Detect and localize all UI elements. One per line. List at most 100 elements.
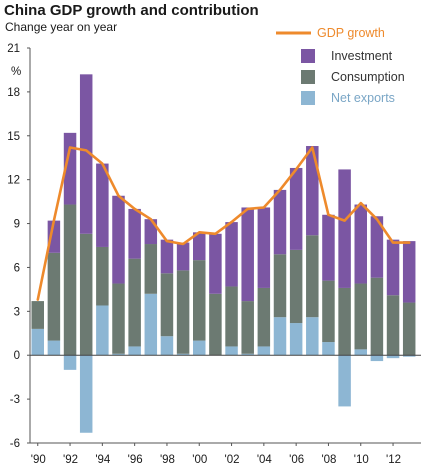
- y-tick-label: 6: [14, 262, 20, 274]
- bar-investment-2010: [354, 204, 367, 284]
- bar-consumption-2005: [273, 254, 287, 318]
- bar-investment-2007: [306, 146, 319, 236]
- legend-label-net-exports: Net exports: [331, 91, 395, 105]
- bar-investment-1994: [96, 163, 109, 247]
- bar-net-exports-2009: [338, 355, 351, 407]
- bar-net-exports-1998: [160, 336, 174, 356]
- bar-investment-2012: [386, 239, 400, 296]
- bar-consumption-2001: [209, 293, 222, 356]
- bar-consumption-2002: [225, 286, 238, 347]
- bar-investment-2006: [289, 167, 303, 250]
- bar-net-exports-2010: [354, 349, 367, 356]
- bar-investment-2005: [273, 189, 287, 255]
- x-tick-labels: '90 '92 '94 '96 '98 '00 '02 '04 '06 '08 '10 '12: [31, 454, 401, 466]
- bar-investment-1998: [160, 239, 174, 274]
- y-tick-labels: -6 -3 3 6 9 12 15 18 21 0: [7, 43, 20, 450]
- bar-investment-2004: [257, 207, 271, 288]
- y-tick-label: 18: [7, 87, 20, 99]
- y-tick-label: 21: [7, 43, 20, 55]
- bar-investment-2011: [370, 216, 384, 278]
- x-tick-label: '00: [192, 454, 207, 466]
- bar-consumption-1993: [79, 233, 93, 356]
- y-tick-label: 3: [14, 306, 20, 318]
- bar-consumption-2013: [402, 302, 416, 356]
- bars: [31, 74, 416, 433]
- bar-investment-1993: [79, 74, 93, 234]
- y-tick-label: 15: [7, 131, 20, 143]
- y-axis-label: %: [11, 66, 21, 78]
- legend-swatch-net-exports: [301, 91, 315, 105]
- x-tick-label: '12: [386, 454, 401, 466]
- bar-net-exports-2004: [257, 346, 271, 356]
- bar-consumption-1991: [47, 252, 61, 341]
- x-tick-label: '98: [160, 454, 175, 466]
- bar-consumption-2008: [322, 280, 335, 343]
- legend-swatch-consumption: [301, 70, 315, 84]
- bar-net-exports-1991: [47, 340, 61, 356]
- bar-consumption-1996: [128, 258, 141, 347]
- bar-consumption-2004: [257, 287, 271, 347]
- x-tick-label: '02: [225, 454, 240, 466]
- y-tick-label: 9: [14, 219, 20, 231]
- x-tick-label: '90: [31, 454, 46, 466]
- y-tick-label: -6: [10, 438, 20, 450]
- bar-consumption-1997: [144, 244, 158, 294]
- bar-consumption-2000: [193, 260, 206, 341]
- x-tick-label: '08: [321, 454, 336, 466]
- chart-subtitle: Change year on year: [5, 20, 118, 34]
- bar-net-exports-1993: [79, 355, 93, 433]
- bar-consumption-2006: [289, 249, 303, 324]
- bar-investment-2009: [338, 169, 351, 288]
- bar-consumption-2007: [306, 235, 319, 318]
- legend: GDP growth Investment Consumption Net expor…: [276, 26, 405, 105]
- bar-net-exports-1997: [144, 293, 158, 356]
- bar-net-exports-2011: [370, 355, 384, 362]
- bar-investment-2002: [225, 222, 238, 287]
- bar-net-exports-1995: [112, 353, 125, 356]
- bar-consumption-2010: [354, 283, 367, 350]
- bar-consumption-2003: [241, 301, 254, 354]
- bar-net-exports-1999: [176, 353, 190, 356]
- bar-consumption-1995: [112, 283, 125, 354]
- x-tick-label: '04: [257, 454, 273, 466]
- bar-consumption-1999: [176, 270, 190, 354]
- bar-investment-1996: [128, 208, 141, 259]
- bar-net-exports-2000: [193, 340, 206, 356]
- bar-investment-2003: [241, 207, 254, 302]
- bar-net-exports-1996: [128, 346, 141, 356]
- bar-consumption-1992: [63, 204, 77, 356]
- bar-net-exports-2007: [306, 317, 319, 356]
- bar-investment-2000: [193, 232, 206, 261]
- gdp-line-layer: [36, 146, 411, 301]
- x-tick-label: '10: [354, 454, 369, 466]
- x-tick-label: '96: [128, 454, 143, 466]
- legend-label-gdp-growth: GDP growth: [317, 26, 385, 40]
- legend-swatch-investment: [301, 49, 315, 63]
- bar-net-exports-2003: [241, 353, 254, 356]
- bar-investment-2013: [402, 241, 416, 303]
- legend-label-consumption: Consumption: [331, 70, 405, 84]
- y-tick-label: 0: [14, 350, 20, 362]
- bar-net-exports-2008: [322, 342, 335, 356]
- bar-consumption-1998: [160, 273, 174, 337]
- bar-net-exports-1990: [31, 328, 44, 356]
- bar-investment-1991: [47, 220, 61, 253]
- x-tick-label: '06: [289, 454, 304, 466]
- bar-investment-1997: [144, 219, 158, 245]
- bar-consumption-1990: [31, 301, 44, 329]
- bar-net-exports-2002: [225, 346, 238, 356]
- bar-investment-2008: [322, 214, 335, 281]
- bar-net-exports-2006: [289, 323, 303, 356]
- bar-net-exports-2012: [386, 355, 400, 359]
- gdp-growth-line: [36, 146, 411, 301]
- x-tick-label: '94: [95, 454, 111, 466]
- legend-label-investment: Investment: [331, 49, 393, 63]
- bar-consumption-1994: [96, 246, 109, 306]
- x-tick-label: '92: [63, 454, 78, 466]
- chart-title: China GDP growth and contribution: [4, 2, 259, 19]
- bar-consumption-2009: [338, 287, 351, 356]
- axes: [27, 47, 421, 446]
- bar-investment-1992: [63, 132, 77, 205]
- bar-consumption-2011: [370, 277, 384, 356]
